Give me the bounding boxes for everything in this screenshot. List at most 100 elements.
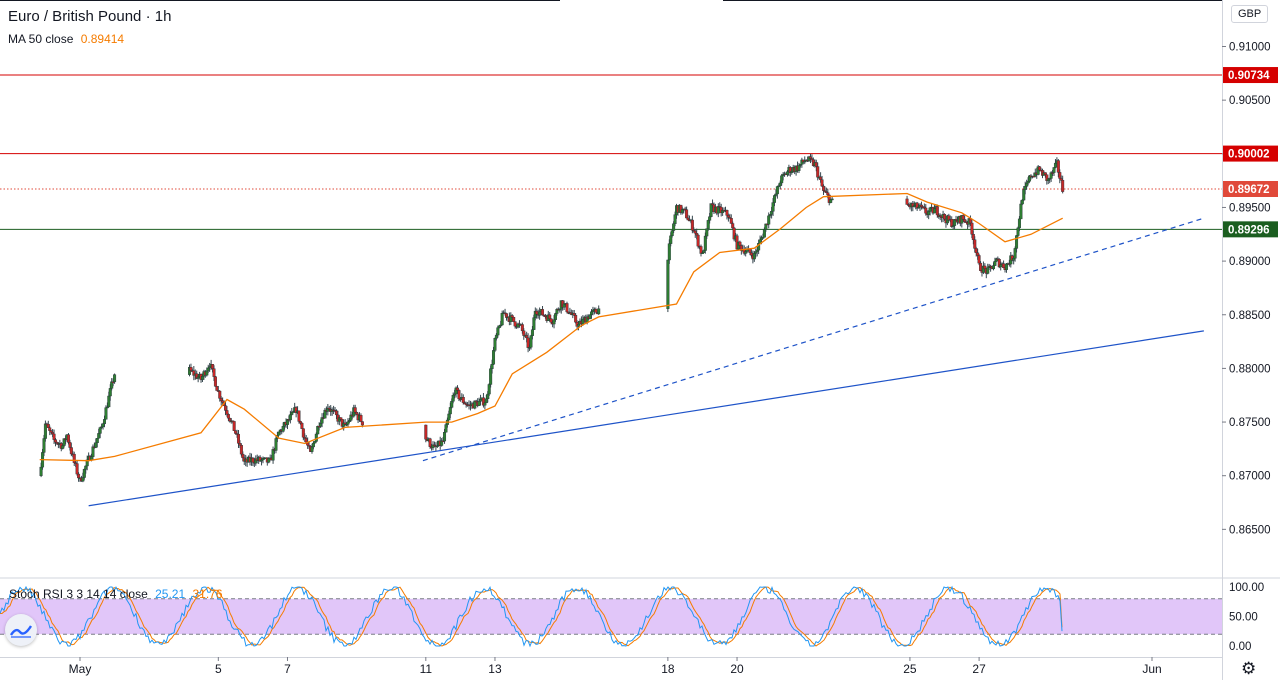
candle-up (1025, 182, 1029, 187)
candle-down (224, 405, 228, 411)
candle-down (970, 222, 974, 235)
stoch-legend[interactable]: Stoch RSI 3 3 14 14 close 25.21 31.76 (9, 587, 223, 601)
candle-up (206, 367, 210, 372)
candle-down (1058, 172, 1062, 179)
stoch-k-line[interactable] (0, 585, 1063, 648)
candle-down (1059, 178, 1063, 181)
candle-up (705, 228, 709, 237)
price-tick-label: 0.90500 (1229, 95, 1271, 107)
price-tick-label: 0.87500 (1229, 417, 1271, 429)
price-tick-label: 0.89000 (1229, 256, 1271, 268)
candle-up (346, 421, 350, 425)
candle-down (726, 215, 730, 218)
candle-up (310, 446, 314, 452)
stoch-rsi-pane[interactable] (0, 585, 1222, 648)
time-tick-label: 27 (972, 662, 986, 676)
candle-up (94, 442, 98, 448)
time-axis[interactable]: May 5 7 11 13 18 20 25 27 Jun (0, 657, 1222, 676)
candle-down (48, 427, 52, 431)
candle-up (771, 202, 775, 212)
candle-down (820, 179, 824, 187)
candle-up (1053, 162, 1057, 168)
candle-up (39, 466, 43, 476)
gear-icon[interactable]: ⚙ (1241, 659, 1257, 678)
candle-up (82, 468, 86, 478)
candle-down (234, 430, 238, 434)
candle-down (236, 433, 240, 444)
candle-down (961, 215, 965, 220)
candle-down (232, 421, 236, 431)
candle-up (200, 376, 204, 380)
candle-up (774, 193, 778, 196)
candle-up (447, 413, 451, 421)
stoch-band (0, 598, 1222, 635)
candle-down (729, 218, 733, 224)
candle-down (690, 219, 694, 231)
candle-up (785, 171, 789, 175)
candle-down (693, 230, 697, 234)
candle-down (535, 310, 539, 315)
candle-down (225, 410, 229, 415)
candle-up (577, 324, 581, 327)
candle-up (1026, 181, 1030, 184)
candle-down (211, 364, 215, 369)
currency-badge[interactable]: GBP (1231, 5, 1269, 23)
candle-up (830, 198, 834, 201)
candle-up (1052, 167, 1056, 173)
stoch-tick-label: 100.00 (1229, 582, 1264, 594)
candle-down (189, 367, 193, 371)
candle-up (271, 449, 275, 461)
candle-up (553, 313, 557, 320)
candle-up (932, 208, 936, 214)
price-pane[interactable] (0, 0, 1280, 579)
solid-trendline[interactable] (88, 330, 1204, 507)
candle-up (104, 407, 108, 420)
candle-down (565, 303, 569, 313)
candle-down (241, 453, 245, 459)
price-tick-label: 0.91000 (1229, 42, 1271, 54)
candle-up (91, 446, 95, 457)
candle-up (483, 402, 487, 406)
candle-up (673, 214, 677, 224)
price-level-tag (1223, 67, 1278, 84)
dashed-trendline[interactable] (422, 217, 1205, 462)
candle-down (213, 376, 217, 387)
candle-up (101, 423, 105, 428)
candle-up (1016, 227, 1020, 236)
candle-down (424, 424, 428, 440)
candle-down (1061, 180, 1065, 192)
symbol-title[interactable]: Euro / British Pound · 1h (8, 8, 172, 25)
candle-down (816, 166, 820, 178)
ma-legend[interactable]: MA 50 close 0.89414 (8, 32, 171, 46)
candle-up (767, 215, 771, 225)
candle-up (529, 335, 533, 348)
time-tick-label: 7 (284, 662, 291, 676)
candle-down (212, 368, 216, 377)
candle-down (749, 252, 753, 256)
candle-down (826, 192, 830, 196)
candle-up (1017, 218, 1021, 229)
candle-up (768, 214, 772, 217)
candle-down (699, 246, 703, 254)
candle-up (703, 235, 707, 251)
time-tick-label: 25 (903, 662, 917, 676)
price-axis[interactable]: 0.910000.905000.900000.895000.890000.885… (1222, 0, 1278, 680)
candle-up (538, 311, 542, 316)
ma50-line[interactable] (39, 192, 1063, 462)
candle-up (702, 250, 706, 254)
candle-up (744, 251, 748, 254)
candle-down (512, 316, 516, 322)
candle-up (484, 398, 488, 404)
time-tick-label: 20 (730, 662, 744, 676)
candle-down (983, 265, 987, 269)
candle-up (281, 426, 285, 432)
price-tick-label: 0.87000 (1229, 471, 1271, 483)
tradingview-logo-icon[interactable] (5, 614, 37, 646)
candle-down (686, 217, 690, 221)
candle-down (696, 234, 700, 247)
price-level-tag (1223, 145, 1278, 162)
stoch-label: Stoch RSI 3 3 14 14 close (9, 587, 148, 601)
candle-down (66, 434, 70, 443)
candle-up (1022, 189, 1026, 201)
